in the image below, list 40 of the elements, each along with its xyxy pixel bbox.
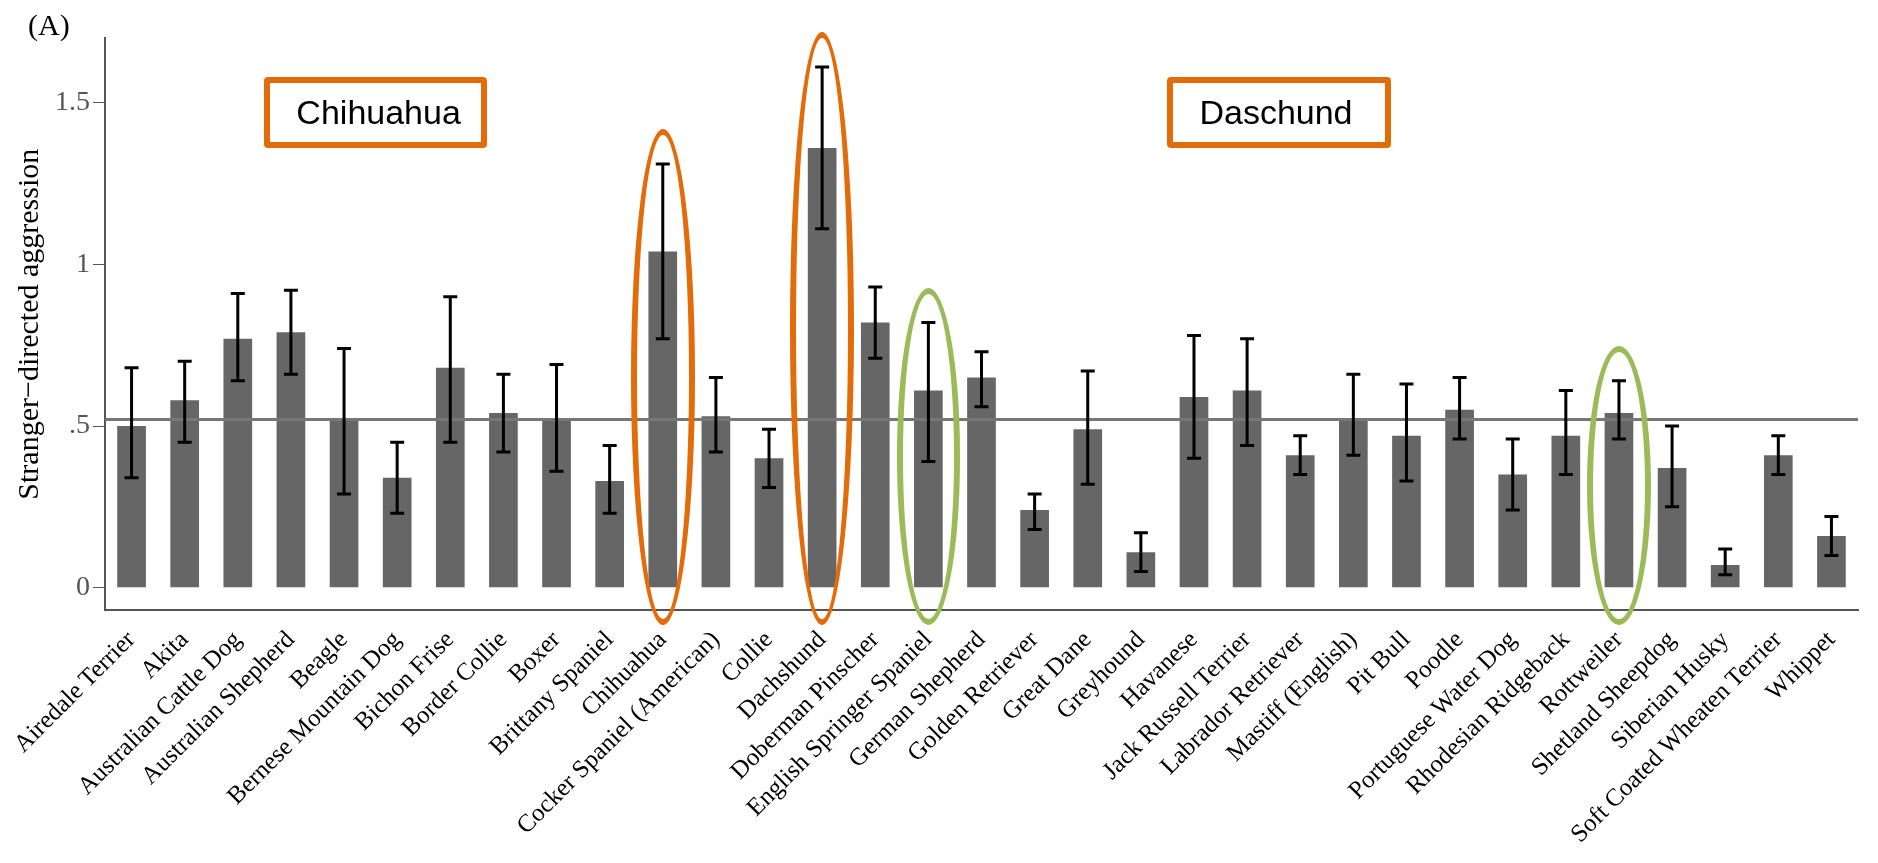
bar: [1232, 390, 1262, 588]
text: (A): [28, 8, 70, 42]
bar: [542, 419, 571, 588]
y-axis-title: Stranger−directed aggression: [10, 148, 44, 500]
y-tick-label: .5: [69, 408, 90, 440]
y-tick-label: 0: [76, 570, 90, 602]
bar: [967, 377, 996, 588]
bar: [1020, 510, 1049, 588]
bar: [1073, 429, 1103, 588]
annotation: Daschund: [1167, 76, 1391, 148]
bar: [1551, 435, 1581, 588]
bar: [1339, 419, 1368, 588]
bar: [595, 481, 624, 588]
bar: [914, 390, 943, 588]
bar: [1710, 565, 1740, 588]
bar: [754, 458, 784, 588]
bar: [1657, 468, 1687, 588]
bar: [329, 419, 359, 588]
bar: [648, 251, 678, 588]
bar: [382, 477, 412, 588]
bar: [1604, 413, 1634, 588]
annotation: Chihuahua: [264, 76, 488, 148]
bar: [1179, 396, 1209, 588]
bar: [701, 416, 731, 588]
bar: [1498, 474, 1528, 588]
bar: [117, 426, 146, 588]
y-tick-label: 1: [76, 246, 90, 278]
bar: [1285, 455, 1315, 588]
bar: [1445, 409, 1474, 588]
bar: [1763, 455, 1793, 588]
bar: [170, 400, 200, 588]
bar: [1817, 535, 1846, 588]
bar: [860, 322, 890, 588]
bar: [276, 332, 306, 588]
y-tick-label: 1.5: [55, 85, 90, 117]
bar: [223, 338, 253, 588]
bar: [807, 147, 837, 588]
bar: [489, 413, 518, 588]
bar: [435, 367, 465, 588]
bar: [1392, 435, 1421, 588]
